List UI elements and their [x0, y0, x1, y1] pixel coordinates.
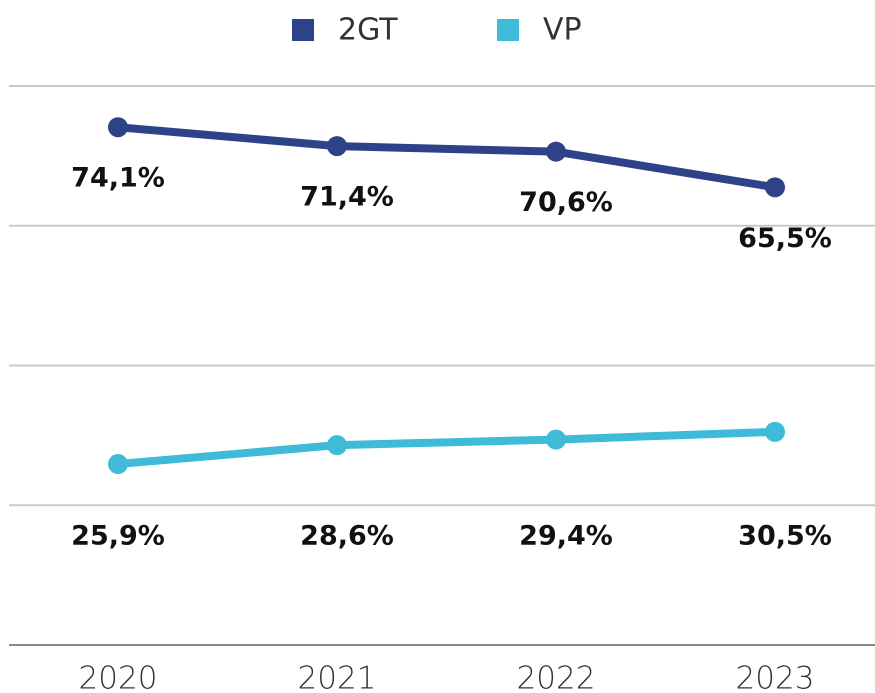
legend-label: 2GT [338, 13, 398, 48]
legend-label: VP [543, 13, 582, 48]
point [108, 454, 128, 475]
data-label: 65,5% [738, 223, 832, 254]
point [327, 136, 347, 157]
data-label: 30,5% [738, 521, 832, 552]
data-label: 29,4% [519, 521, 613, 552]
data-label: 70,6% [519, 187, 613, 218]
point [108, 117, 128, 138]
point [765, 177, 785, 198]
data-label: 28,6% [300, 521, 394, 552]
x-tick-label: 2020 [79, 661, 158, 693]
data-label: 71,4% [300, 182, 394, 213]
data-label: 74,1% [71, 163, 165, 194]
point [765, 421, 785, 442]
data-label: 25,9% [71, 521, 165, 552]
point [546, 429, 566, 450]
x-tick-label: 2023 [736, 661, 815, 693]
series-line [117, 123, 776, 192]
legend-swatch [497, 19, 519, 41]
legend-swatch [292, 19, 314, 41]
point [546, 141, 566, 162]
x-tick-label: 2022 [517, 661, 596, 693]
point [327, 435, 347, 456]
x-tick-label: 2021 [298, 661, 377, 693]
series-line [117, 427, 776, 469]
